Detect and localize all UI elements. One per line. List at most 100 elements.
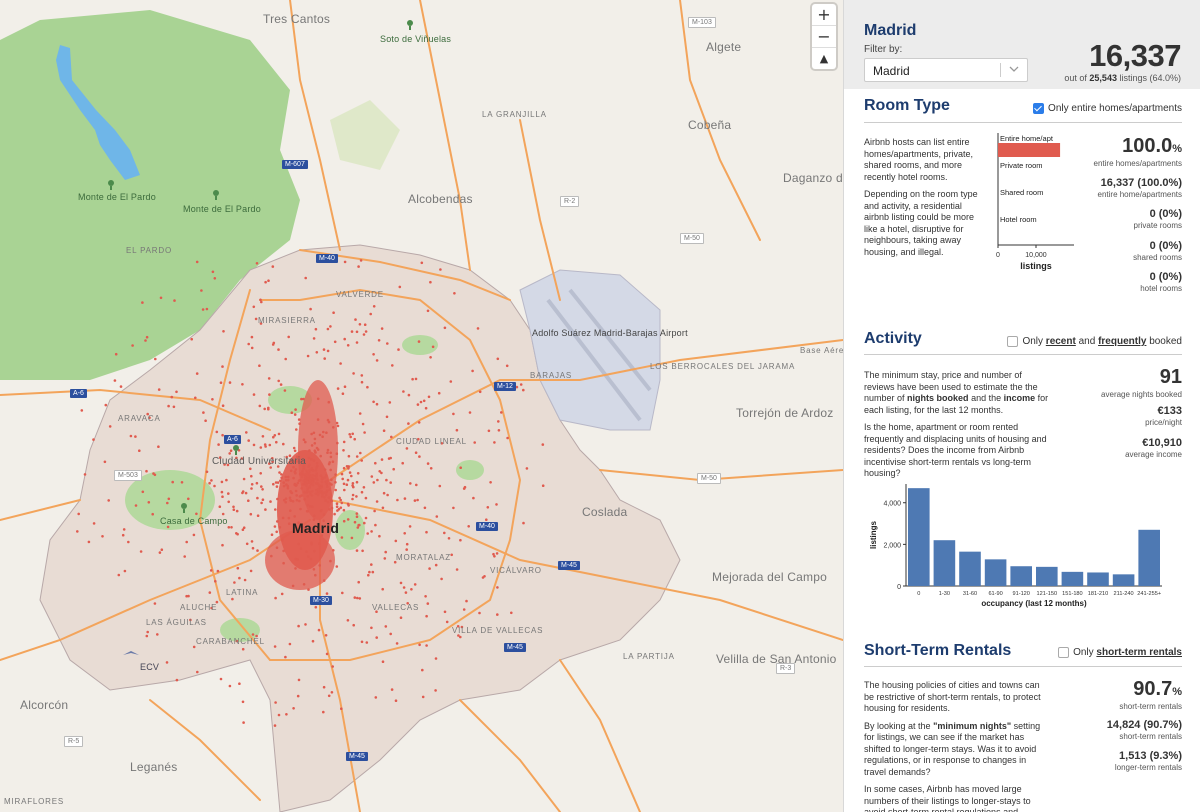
place-label: Torrejón de Ardoz <box>736 406 834 420</box>
road-shield: M-40 <box>316 254 338 263</box>
map-basemap <box>0 0 843 812</box>
stat-block: 14,824 (90.7%) short-term rentals <box>1106 719 1182 741</box>
occupancy-bar <box>933 540 956 586</box>
stat-block: €10,910 average income <box>1125 437 1182 459</box>
activity-description: The minimum stay, price and number of re… <box>864 370 1049 478</box>
zoom-out-button[interactable]: − <box>812 26 836 48</box>
occupancy-bar <box>1087 572 1109 586</box>
reset-north-button[interactable]: ▲ <box>819 52 829 65</box>
place-label: MORATALAZ <box>396 553 451 562</box>
place-label: LA PARTIJA <box>623 652 675 661</box>
checkbox-icon[interactable] <box>1007 336 1019 347</box>
room-type-x-tick: 10,000 <box>1025 252 1047 259</box>
road-shield: M-103 <box>688 17 716 28</box>
road-shield: M-45 <box>504 643 526 652</box>
park-icon <box>406 20 414 30</box>
place-label: LOS BERROCALES DEL JARAMA <box>650 362 796 371</box>
short-term-checkbox[interactable]: Only short-term rentals <box>1058 647 1182 658</box>
stat-block: 90.7% short-term rentals <box>1119 678 1182 711</box>
occupancy-bar <box>984 559 1007 586</box>
occupancy-x-tick: 91-120 <box>1012 591 1029 597</box>
place-label: Ciudad Universitaria <box>212 456 307 467</box>
room-type-description: Airbnb hosts can list entire homes/apart… <box>864 137 978 257</box>
place-label: ARAVACA <box>118 414 161 423</box>
stat-block: 0 (0%) hotel rooms <box>1140 271 1182 293</box>
place-label: Soto de Viñuelas <box>380 34 452 44</box>
place-label: Tres Cantos <box>263 12 331 26</box>
stat-block: 91 average nights booked <box>1101 366 1182 399</box>
occupancy-y-tick: 0 <box>897 584 901 591</box>
road-shield: M-40 <box>476 522 498 531</box>
road-shield: M-50 <box>697 473 721 484</box>
place-label: LA GRANJILLA <box>482 110 547 119</box>
activity-title: Activity <box>864 330 922 347</box>
road-shield: M-503 <box>114 470 142 481</box>
place-label: Alcobendas <box>408 192 473 206</box>
checkbox-icon[interactable] <box>1058 647 1070 658</box>
road-shield: A-6 <box>70 389 87 398</box>
stat-block: €133 price/night <box>1145 405 1182 427</box>
place-label: CIUDAD LINEAL <box>396 437 467 446</box>
road-shield: M-607 <box>282 160 308 169</box>
airport-label: Adolfo Suárez Madrid-Barajas Airport <box>532 328 688 338</box>
str-title: Short-Term Rentals <box>864 642 1012 659</box>
place-label: CARABANCHEL <box>196 637 265 646</box>
park-icon <box>212 190 220 200</box>
occupancy-bar <box>1138 529 1160 586</box>
room-type-title: Room Type <box>864 97 950 114</box>
place-label: VICÁLVARO <box>490 566 542 575</box>
place-label: BARAJAS <box>530 371 573 380</box>
room-type-chart: Entire home/apt Private room Shared room Ho… <box>996 133 1074 271</box>
checkbox-checked-icon[interactable] <box>1033 103 1045 114</box>
room-type-bar-label: Private room <box>1000 161 1043 170</box>
reservoir <box>56 45 140 180</box>
place-label: VILLA DE VALLECAS <box>452 626 544 635</box>
occupancy-y-tick: 2,000 <box>883 542 901 549</box>
occupancy-x-tick: 61-90 <box>988 591 1002 597</box>
occupancy-x-tick: 151-180 <box>1062 591 1083 597</box>
total-listings: 16,337 <box>1089 38 1181 73</box>
occupancy-x-tick: 0 <box>917 591 920 597</box>
room-type-bar-label: Shared room <box>1000 188 1043 197</box>
room-type-bar-label: Entire home/apt <box>1000 134 1054 143</box>
road-shield: M-45 <box>558 561 580 570</box>
place-label: EL PARDO <box>126 246 172 255</box>
occupancy-y-tick: 4,000 <box>883 501 901 508</box>
place-label: Monte de El Pardo <box>78 192 156 202</box>
road-shield: M-50 <box>680 233 704 244</box>
occupancy-x-tick: 31-60 <box>963 591 977 597</box>
road-shield: M-45 <box>346 752 368 761</box>
str-description: The housing policies of cities and towns… <box>864 680 1041 812</box>
occupancy-x-tick: 1-30 <box>939 591 950 597</box>
stat-block: 100.0% entire homes/apartments <box>1093 135 1183 168</box>
chevron-down-icon <box>1009 66 1019 72</box>
out-of-text: out of 25,543 listings (64.0%) <box>1064 73 1181 83</box>
stat-block: 0 (0%) shared rooms <box>1133 240 1182 262</box>
zoom-in-button[interactable]: + <box>812 4 836 26</box>
occupancy-bar <box>1061 571 1084 586</box>
str-section: Short-Term Rentals Only short-term renta… <box>864 642 1182 812</box>
recent-frequent-checkbox[interactable]: Only recent and frequently booked <box>1007 336 1182 347</box>
occupancy-bar <box>1036 566 1058 586</box>
filter-select[interactable]: Madrid <box>864 58 1028 82</box>
park-icon <box>180 503 188 513</box>
road-shield: R-5 <box>64 736 84 747</box>
occupancy-bar <box>959 551 981 586</box>
map[interactable]: Tres Cantos Soto de Viñuelas Algete LA GRAN… <box>0 0 843 812</box>
occupancy-bar <box>1112 574 1135 586</box>
entire-homes-checkbox[interactable]: Only entire homes/apartments <box>1033 103 1182 114</box>
room-type-x-label: listings <box>1020 261 1052 271</box>
zoom-control: + − ▲ <box>812 4 836 69</box>
room-type-x-tick: 0 <box>996 252 1000 259</box>
city-title: Madrid <box>864 22 917 39</box>
place-label: Casa de Campo <box>160 516 228 526</box>
road-shield: A-6 <box>224 435 241 444</box>
place-label: Leganés <box>130 760 178 774</box>
place-label: LAS ÁGUILAS <box>146 618 207 627</box>
place-label: Base Aérea de Torrejón <box>800 346 843 355</box>
place-label: Algete <box>706 40 742 54</box>
occupancy-x-label: occupancy (last 12 months) <box>981 599 1087 608</box>
occupancy-x-tick: 211-240 <box>1114 591 1134 597</box>
place-label: MIRAFLORES <box>4 797 65 806</box>
place-label: Alcorcón <box>20 698 69 712</box>
